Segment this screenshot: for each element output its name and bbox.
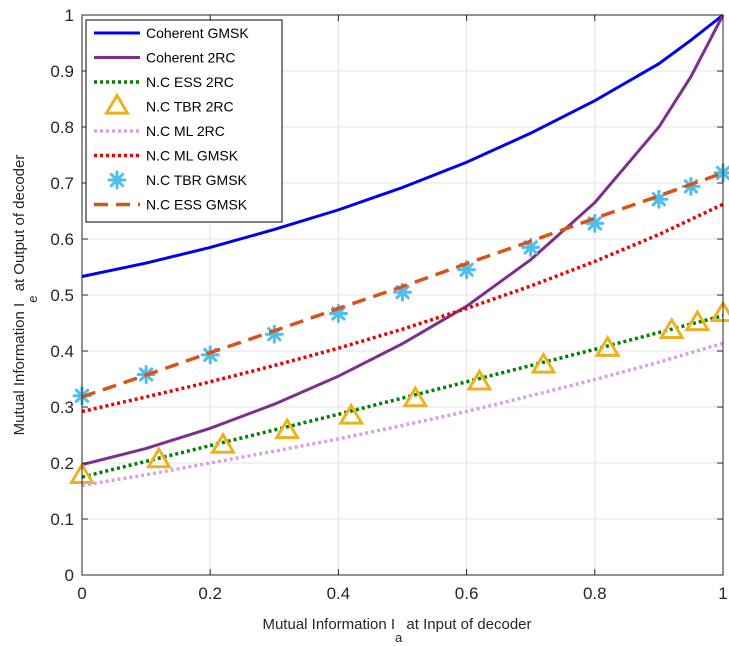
axes-layer [81, 14, 724, 576]
series-line-n-c-ess-gmsk [81, 171, 724, 399]
point-n-c-tbr-2rc-marker [209, 431, 237, 454]
x-tick-label: 0.8 [583, 584, 607, 603]
y-axis-label-subscript: e [25, 296, 40, 303]
series-line-coherent-gmsk [81, 13, 724, 278]
point-n-c-tbr-2rc-marker [145, 446, 173, 469]
x-tick-label: 0.4 [327, 584, 351, 603]
y-tick-label: 0.9 [50, 62, 74, 81]
y-tick-label: 0 [65, 566, 74, 585]
point-n-c-tbr-gmsk-marker [585, 213, 605, 233]
legend-label: N.C TBR GMSK [146, 172, 248, 188]
legend-item-n-c-ml-2rc: N.C ML 2RC [94, 123, 225, 139]
legend-items: Coherent GMSK Coherent 2RC N.C ESS 2RC N.C … [94, 25, 249, 213]
legend-label: Coherent GMSK [146, 25, 249, 41]
y-axis-label-rest: at Output of decoder [11, 155, 28, 296]
legend-label: Coherent 2RC [146, 50, 236, 66]
legend-item-n-c-tbr-gmsk: N.C TBR GMSK [107, 170, 248, 190]
series-line-n-c-ess-2rc [81, 314, 724, 479]
point-n-c-tbr-2rc-marker [594, 334, 621, 357]
legend-item-coherent-gmsk: Coherent GMSK [94, 25, 249, 41]
y-tick-label: 0.7 [50, 174, 74, 193]
legend-item-n-c-tbr-2rc: N.C TBR 2RC [103, 92, 234, 115]
legend-swatch-marker [103, 92, 131, 115]
point-n-c-tbr-2rc-marker [402, 385, 429, 408]
x-axis-label-subscript: a [395, 630, 403, 645]
point-n-c-tbr-2rc-marker [338, 402, 365, 425]
x-tick-label: 0.6 [455, 584, 479, 603]
x-axis-label-rest: at Input of decoder [402, 616, 531, 633]
point-n-c-tbr-gmsk-marker [713, 163, 729, 183]
y-tick-label: 0.6 [50, 230, 74, 249]
legend-item-coherent-2rc: Coherent 2RC [94, 50, 236, 66]
legend: Coherent GMSK Coherent 2RC N.C ESS 2RC N.C … [85, 19, 283, 223]
x-tick-label: 1 [718, 584, 727, 603]
y-tick-label: 0.4 [50, 342, 74, 361]
series-coherent-gmsk [81, 13, 724, 278]
x-tick-label: 0 [77, 584, 86, 603]
legend-swatch-marker [107, 170, 127, 190]
point-n-c-tbr-gmsk-marker [457, 260, 477, 280]
series-coherent-2rc [81, 14, 725, 467]
y-tick-label: 0.1 [50, 510, 74, 529]
y-tick-label: 0.3 [50, 398, 74, 417]
x-axis-label: Mutual Information Ia at Input of decode… [262, 616, 531, 645]
point-n-c-tbr-2rc-marker [466, 368, 493, 391]
legend-item-n-c-ess-gmsk: N.C ESS GMSK [94, 197, 248, 213]
series-line-n-c-ml-2rc [81, 341, 724, 488]
series-n-c-ml-gmsk [81, 202, 724, 414]
point-n-c-tbr-2rc-marker [658, 316, 685, 339]
legend-box [85, 19, 283, 223]
x-tick-label: 0.2 [198, 584, 222, 603]
series-n-c-ess-2rc [81, 314, 724, 479]
series-line-coherent-2rc [81, 14, 725, 467]
y-axis-label-main: Mutual Information I [11, 303, 28, 436]
point-n-c-tbr-2rc-marker [530, 351, 557, 374]
legend-label: N.C TBR 2RC [146, 99, 234, 115]
legend-item-n-c-ml-gmsk: N.C ML GMSK [94, 148, 239, 164]
series-line-n-c-ml-gmsk [81, 202, 724, 414]
y-axis-label: Mutual Information Ie at Output of decod… [11, 155, 40, 436]
legend-label: N.C ML GMSK [146, 148, 239, 164]
series-n-c-ml-2rc [81, 341, 724, 488]
y-tick-label: 0.2 [50, 454, 74, 473]
legend-item-n-c-ess-2rc: N.C ESS 2RC [94, 74, 234, 90]
tick-label-layer: 0 0.2 0.4 0.6 0.8 1 0 0.1 0.2 0.3 0.4 0.5 0.6 0.7 0.8 0… [50, 6, 727, 603]
legend-label: N.C ML 2RC [146, 123, 225, 139]
y-tick-label: 0.5 [50, 286, 74, 305]
x-axis-label-main: Mutual Information I [262, 616, 395, 633]
legend-label: N.C ESS 2RC [146, 74, 234, 90]
y-tick-label: 1 [65, 6, 74, 25]
series-layer [68, 13, 729, 488]
point-n-c-tbr-2rc-marker [684, 309, 711, 332]
point-n-c-tbr-2rc-marker [274, 417, 301, 440]
series-n-c-ess-gmsk [81, 171, 724, 399]
y-tick-label: 0.8 [50, 118, 74, 137]
legend-label: N.C ESS GMSK [146, 197, 248, 213]
